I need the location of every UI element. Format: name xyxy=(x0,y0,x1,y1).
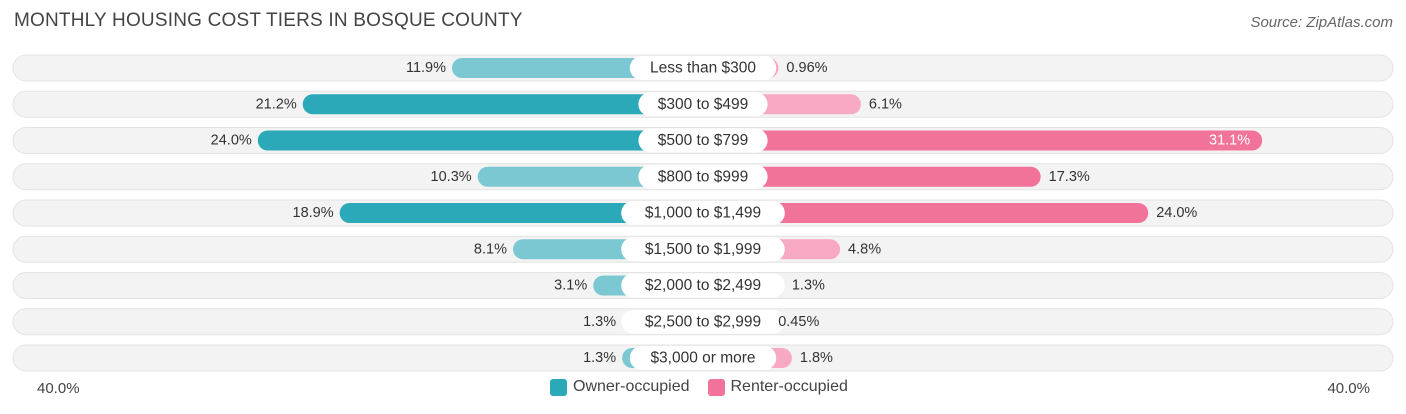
category-label: $300 to $499 xyxy=(658,96,749,113)
owner-value-label: 18.9% xyxy=(293,205,334,221)
axis-left-label: 40.0% xyxy=(37,380,80,397)
owner-bar xyxy=(302,94,703,115)
axis-right-label: 40.0% xyxy=(1327,380,1370,397)
legend-label-owner: Owner-occupied xyxy=(573,378,690,395)
category-pill xyxy=(621,201,785,225)
owner-value-label: 1.3% xyxy=(583,350,616,366)
owner-bar xyxy=(257,130,703,151)
chart-title: MONTHLY HOUSING COST TIERS IN BOSQUE COU… xyxy=(14,10,523,31)
renter-bar xyxy=(703,130,1263,151)
category-label: $800 to $999 xyxy=(658,168,749,185)
category-label: $1,500 to $1,999 xyxy=(645,241,761,258)
renter-value-label: 0.45% xyxy=(778,314,819,330)
category-label: $3,000 or more xyxy=(650,350,755,367)
category-pill xyxy=(621,273,785,298)
legend-item-owner[interactable]: Owner-occupied xyxy=(550,378,690,396)
owner-value-label: 21.2% xyxy=(256,96,297,112)
owner-value-label: 24.0% xyxy=(211,133,252,149)
owner-value-label: 3.1% xyxy=(554,278,587,294)
renter-value-label: 1.8% xyxy=(800,350,833,366)
category-pill xyxy=(638,92,768,117)
legend-label-renter: Renter-occupied xyxy=(730,378,848,395)
renter-value-label: 31.1% xyxy=(1209,133,1250,149)
category-pill xyxy=(629,56,777,80)
owner-value-label: 11.9% xyxy=(406,60,446,76)
category-pill xyxy=(638,164,768,189)
renter-value-label: 6.1% xyxy=(869,96,902,112)
category-label: $2,500 to $2,999 xyxy=(645,313,761,330)
owner-value-label: 8.1% xyxy=(474,241,507,257)
renter-value-label: 4.8% xyxy=(848,241,881,257)
renter-value-label: 17.3% xyxy=(1049,169,1090,185)
legend-item-renter[interactable]: Renter-occupied xyxy=(707,378,848,396)
renter-value-label: 0.96% xyxy=(786,60,827,76)
category-label: Less than $300 xyxy=(650,60,756,77)
legend: Owner-occupied Renter-occupied xyxy=(550,378,866,396)
category-pill xyxy=(638,128,768,153)
owner-value-label: 10.3% xyxy=(431,169,472,185)
source-credit: Source: ZipAtlas.com xyxy=(1250,14,1393,31)
legend-swatch-renter xyxy=(707,378,725,396)
category-pill xyxy=(621,309,785,334)
category-pill xyxy=(629,346,777,370)
category-label: $2,000 to $2,499 xyxy=(645,277,761,294)
renter-bar xyxy=(703,203,1149,223)
owner-value-label: 1.3% xyxy=(583,314,616,330)
renter-value-label: 24.0% xyxy=(1156,205,1197,221)
owner-bar xyxy=(339,203,703,223)
category-label: $500 to $799 xyxy=(658,132,749,149)
category-pill xyxy=(621,237,785,262)
renter-bar xyxy=(703,166,1041,187)
legend-swatch-owner xyxy=(550,378,567,396)
renter-value-label: 1.3% xyxy=(792,278,825,294)
category-label: $1,000 to $1,499 xyxy=(645,205,761,222)
